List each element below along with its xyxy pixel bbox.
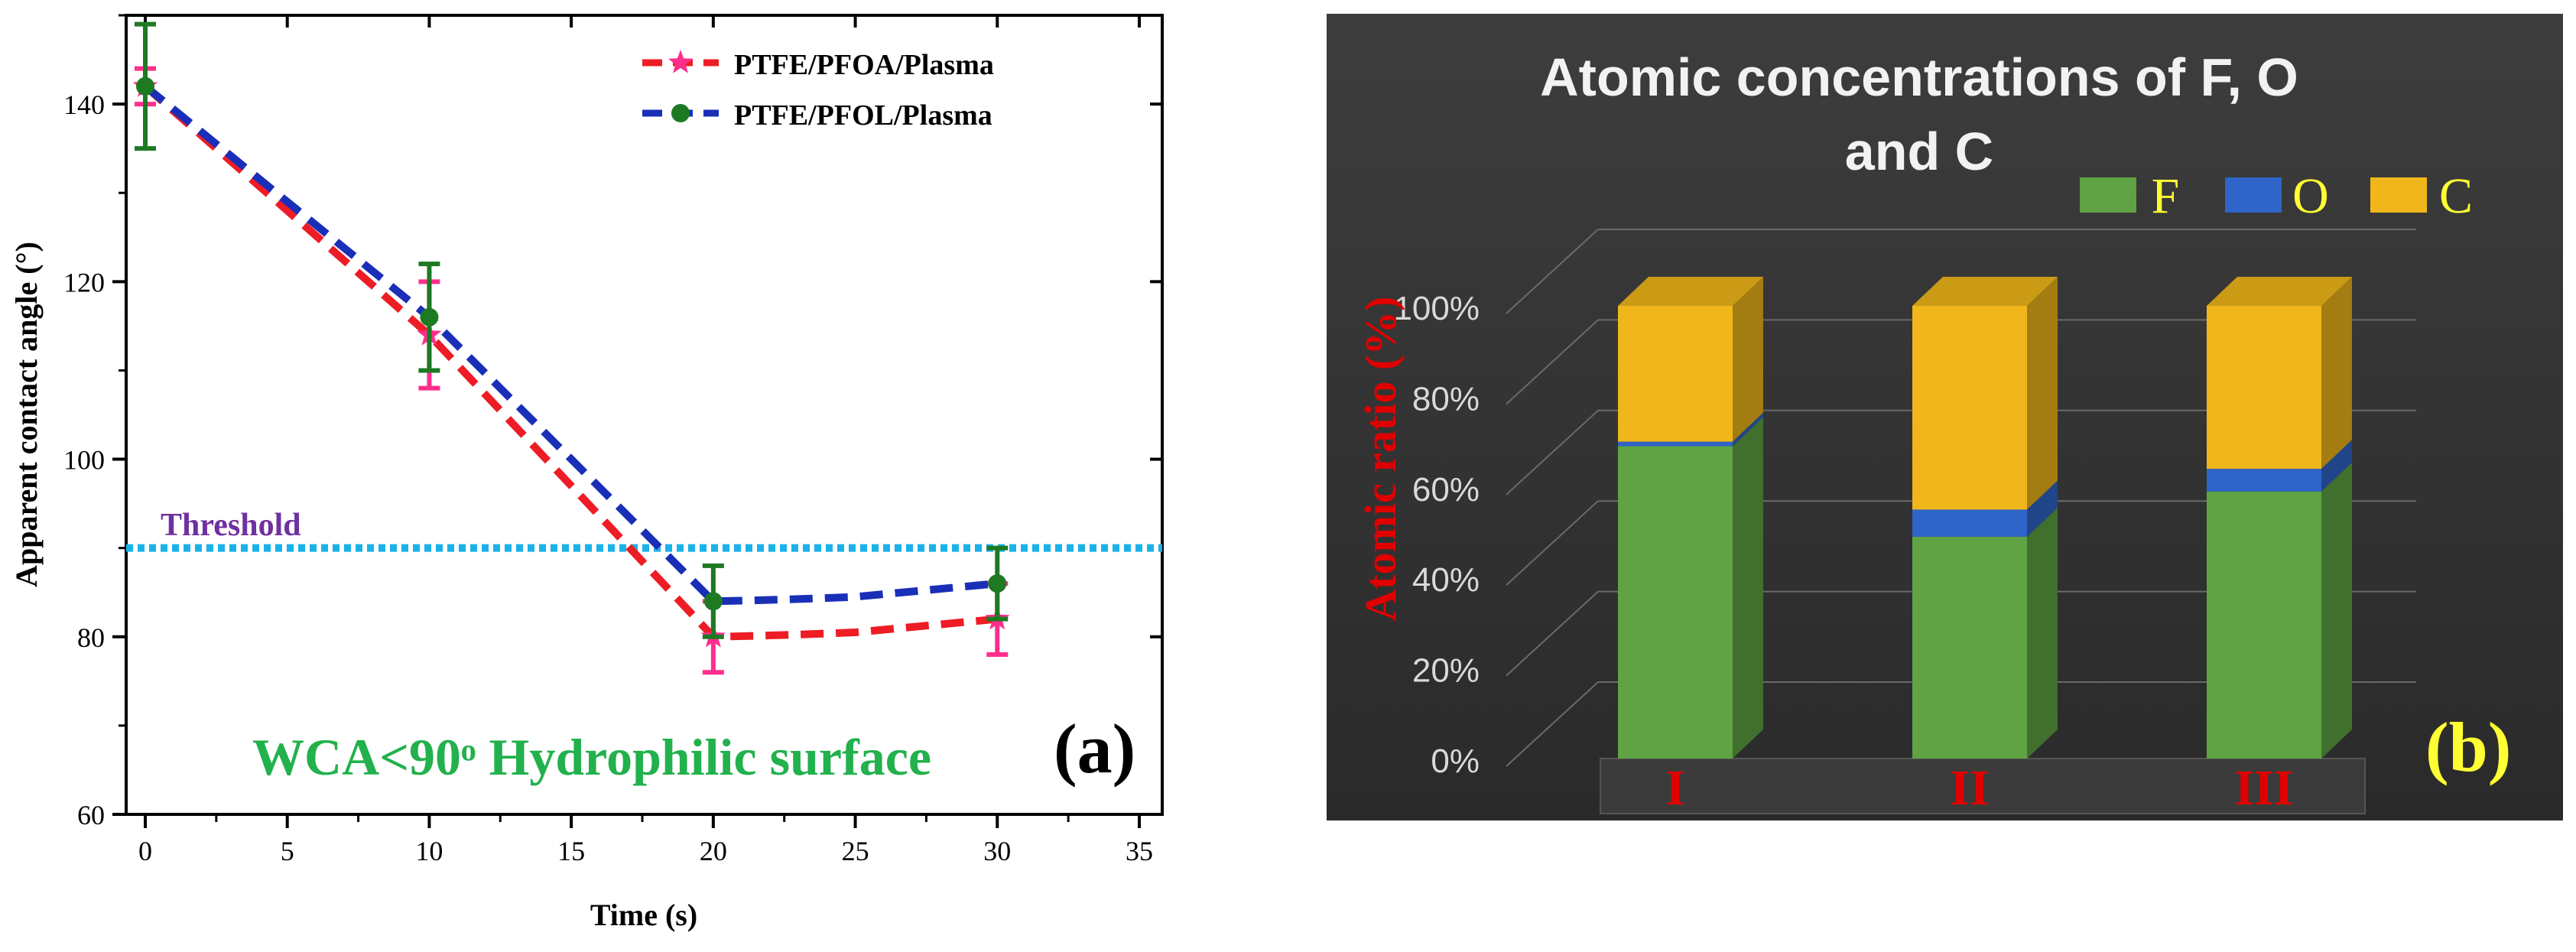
series-ptfe-pfol-plasma xyxy=(135,21,1009,639)
bar-segment-f xyxy=(2207,462,2352,759)
gridline-depth xyxy=(1506,590,1599,677)
legend-swatch-f xyxy=(2080,177,2136,213)
legend-label-f: F xyxy=(2152,168,2180,224)
y-tick-label: 0% xyxy=(1431,742,1480,780)
bar-segment-o xyxy=(1618,412,1763,447)
y-tick-label: 20% xyxy=(1412,652,1480,690)
bar-segment-f xyxy=(1912,507,2058,759)
bar-segment-f xyxy=(1618,417,1763,759)
legend-swatch-c xyxy=(2370,177,2427,213)
legend: PTFE/PFOA/Plasma PTFE/PFOL/Plasma xyxy=(642,49,994,132)
x-tick-label: 10 xyxy=(415,836,443,866)
gridline-depth xyxy=(1506,410,1599,495)
category-label-ii: II xyxy=(1950,760,1989,816)
hydrophilic-annotation: WCA<90ᵒ Hydrophilic surface xyxy=(252,728,931,786)
y-tick-label: 100 xyxy=(63,445,105,476)
x-tick-label: 20 xyxy=(700,836,727,866)
category-label-i: I xyxy=(1665,760,1685,816)
data-point xyxy=(136,76,154,96)
x-tick-label: 35 xyxy=(1126,836,1153,866)
legend-label-c: C xyxy=(2439,168,2473,224)
plot-frame xyxy=(125,14,1164,816)
x-tick-label: 0 xyxy=(138,836,152,866)
y-tick-label: 140 xyxy=(63,89,105,120)
bar-stack-ii xyxy=(1912,277,2058,759)
panel-label-a: (a) xyxy=(1054,710,1135,788)
legend-label-pfoa: PTFE/PFOA/Plasma xyxy=(734,49,994,81)
gridline-depth xyxy=(1506,681,1599,767)
bar-segment-o xyxy=(1912,480,2058,537)
bar-segment-c xyxy=(1912,277,2058,510)
bar-segment-c xyxy=(2207,277,2352,470)
panel-label-b: (b) xyxy=(2425,708,2511,786)
bar-stack-iii xyxy=(2207,277,2352,759)
y-tick-label: 60 xyxy=(77,800,105,830)
gridline-depth xyxy=(1506,229,1599,314)
x-axis-label: Time (s) xyxy=(590,898,697,932)
y-tick-label: 60% xyxy=(1412,471,1480,508)
panel-a-line-chart: 0 5 10 15 20 25 30 35 60 80 100 120 140 Threshold PT… xyxy=(0,0,1285,948)
y-tick-label: 80% xyxy=(1412,380,1480,418)
x-tick-label: 30 xyxy=(983,836,1011,866)
x-tick-label: 15 xyxy=(557,836,585,866)
data-point xyxy=(703,592,723,611)
legend-marker xyxy=(668,50,694,73)
category-axis-strip xyxy=(1600,758,2366,814)
legend-label-o: O xyxy=(2292,168,2329,224)
chart-title-line2: and C xyxy=(1845,122,1993,181)
threshold-label: Threshold xyxy=(161,508,301,543)
series-line xyxy=(142,83,998,606)
y-tick-label: 120 xyxy=(63,267,105,297)
data-point xyxy=(420,307,439,327)
y-axis-label: Apparent contact angle (°) xyxy=(9,242,44,587)
gridline-depth xyxy=(1506,319,1599,405)
bar-segment-c xyxy=(1618,277,1763,442)
x-tick-label: 25 xyxy=(842,836,869,866)
bar-stack-i xyxy=(1618,277,1763,759)
y-tick-label: 100% xyxy=(1393,290,1480,327)
legend-marker xyxy=(671,104,690,122)
x-tick-label: 5 xyxy=(281,836,294,866)
y-axis-label: Atomic ratio (%) xyxy=(1356,296,1405,621)
bar-top-face xyxy=(2207,277,2352,306)
data-point xyxy=(988,574,1007,593)
y-tick-label: 40% xyxy=(1412,561,1480,599)
chart-title-line1: Atomic concentrations of F, O xyxy=(1540,47,2298,107)
gridline-depth xyxy=(1506,500,1599,586)
category-label-iii: III xyxy=(2234,760,2293,816)
bar-top-face xyxy=(1618,277,1763,306)
bar-segment-o xyxy=(2207,440,2352,492)
legend-swatch-o xyxy=(2225,177,2282,213)
legend-label-pfol: PTFE/PFOL/Plasma xyxy=(734,99,992,132)
bar-top-face xyxy=(1912,277,2058,306)
y-tick-label: 80 xyxy=(77,622,105,653)
